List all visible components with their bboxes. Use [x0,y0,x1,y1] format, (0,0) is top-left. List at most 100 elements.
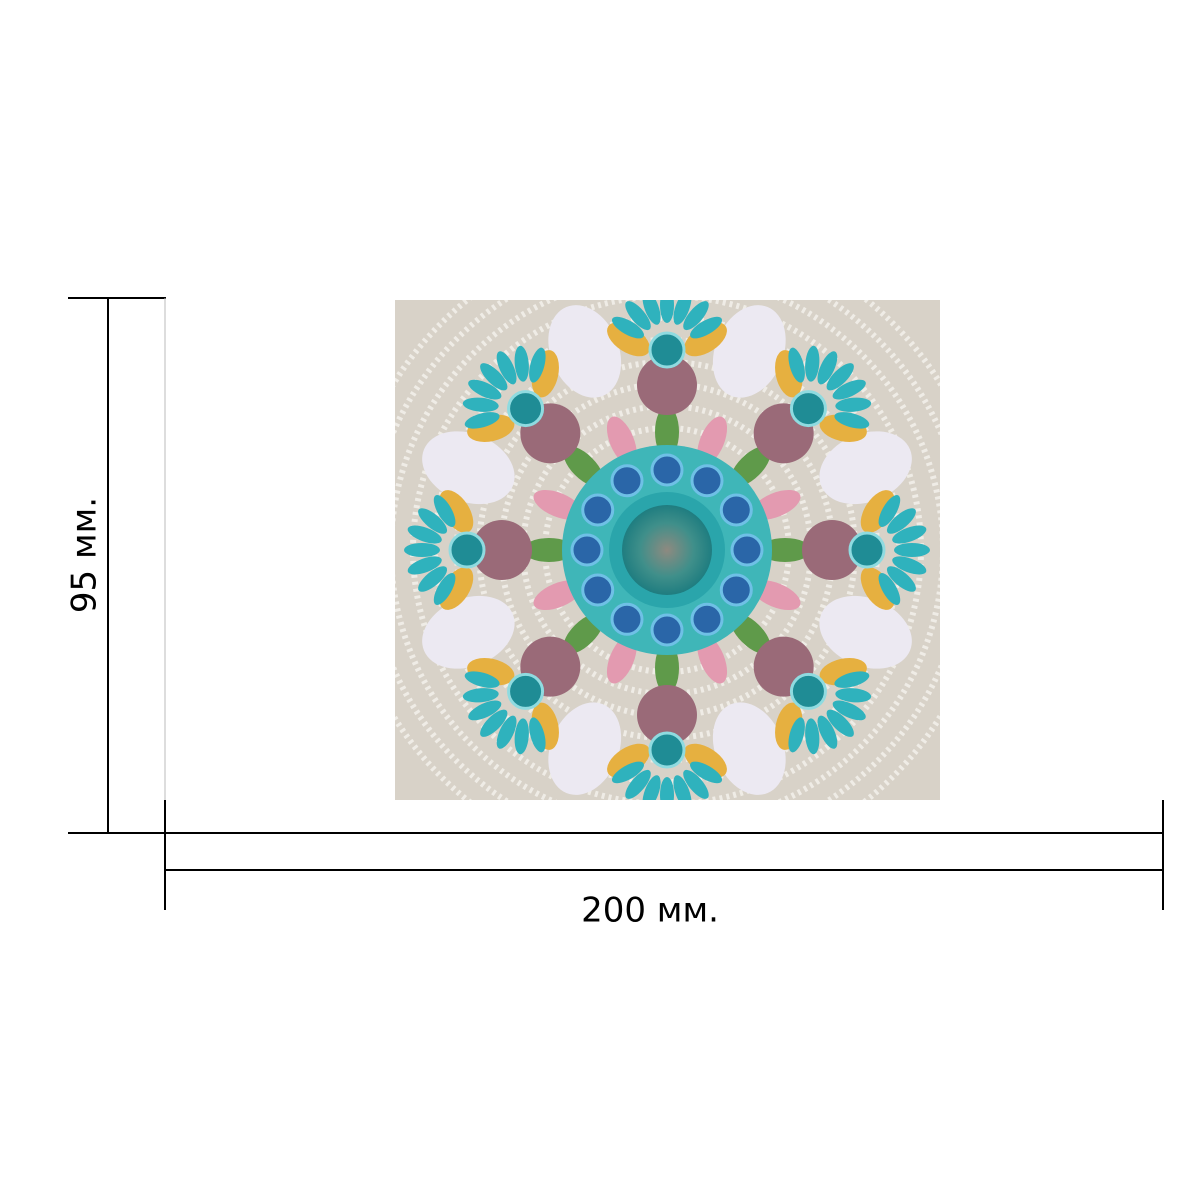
flower-center [507,672,545,710]
teal-petal [894,543,930,557]
flower-center [448,531,486,569]
teal-petal [625,769,651,799]
teal-petal [886,566,916,592]
teal-petal [878,573,901,606]
mauve-petals [802,520,862,580]
swirl [719,493,753,527]
teal-petal [462,397,499,412]
teal-petal [480,363,508,391]
teal-petal [834,671,870,688]
swirl [570,533,604,567]
teal-petal [834,412,870,429]
teal-petal [407,525,442,544]
pale-petal [819,431,912,505]
teal-petal [529,347,546,383]
pale-petal [712,305,786,398]
yellow-petal [684,743,727,778]
yellow-petal [607,743,650,778]
swirl [690,602,724,636]
teal-petal [805,718,820,755]
teal-petal [690,316,723,339]
swirl [690,464,724,498]
teal-petal [886,508,916,534]
teal-petal [835,397,872,412]
teal-petal [418,508,448,534]
teal-petal [878,494,901,527]
teal-petal [464,671,500,688]
swirl [581,493,615,527]
yellow-petal [860,567,895,610]
teal-petal [433,494,456,527]
leaf [655,642,679,694]
flower-center [648,331,686,369]
teal-petal [529,717,546,753]
yellow-petal [684,322,727,357]
yellow-petal [860,490,895,533]
teal-petal [673,775,692,800]
teal-petal [892,556,927,575]
teal-petal [468,379,502,400]
swirl [581,573,615,607]
teal-petal [817,351,838,385]
teal-petal [496,715,517,749]
teal-petal [514,345,529,382]
pale-petal [819,595,912,669]
teal-petal [788,347,805,383]
teal-petal [892,525,927,544]
leaf [759,538,811,562]
teal-petal [611,316,644,339]
teal-petal [418,566,448,592]
teal-petal [832,700,866,721]
teal-petal [835,688,872,703]
teal-petal [683,769,709,799]
teal-petal [826,709,854,737]
teal-petal [625,301,651,331]
teal-petal [660,300,674,323]
yellow-petal [439,567,474,610]
teal-petal [642,300,661,325]
teal-petal [683,301,709,331]
yellow-petal [439,490,474,533]
mauve-petals [472,520,532,580]
swirl [610,602,644,636]
core [622,505,712,595]
teal-petal [433,573,456,606]
swirl [650,453,684,487]
teal-petal [826,363,854,391]
flower-center [848,531,886,569]
mandala [395,300,940,800]
yellow-petal [607,322,650,357]
teal-petal [468,700,502,721]
teal-petal [611,761,644,784]
pale-petal [422,595,515,669]
swirl [719,573,753,607]
pale-petal [712,702,786,795]
mauve-petals [637,685,697,745]
teal-petal [673,300,692,325]
teal-petal [660,777,674,800]
mandala-image [395,300,940,800]
leaf [655,406,679,458]
teal-petal [480,709,508,737]
teal-petal [832,379,866,400]
swirl [610,464,644,498]
mauve-petals [637,355,697,415]
teal-petal [407,556,442,575]
width-label: 200 мм. [581,891,719,931]
flower-center [789,390,827,428]
teal-petal [496,351,517,385]
teal-petal [805,345,820,382]
teal-petal [462,688,499,703]
teal-petal [817,715,838,749]
dimension-lines [68,297,1164,910]
teal-petal [464,412,500,429]
swirl [650,613,684,647]
pale-petal [548,702,622,795]
teal-petal [788,717,805,753]
pale-petal [548,305,622,398]
flower-center [789,672,827,710]
teal-petal [404,543,440,557]
flower-center [648,731,686,769]
